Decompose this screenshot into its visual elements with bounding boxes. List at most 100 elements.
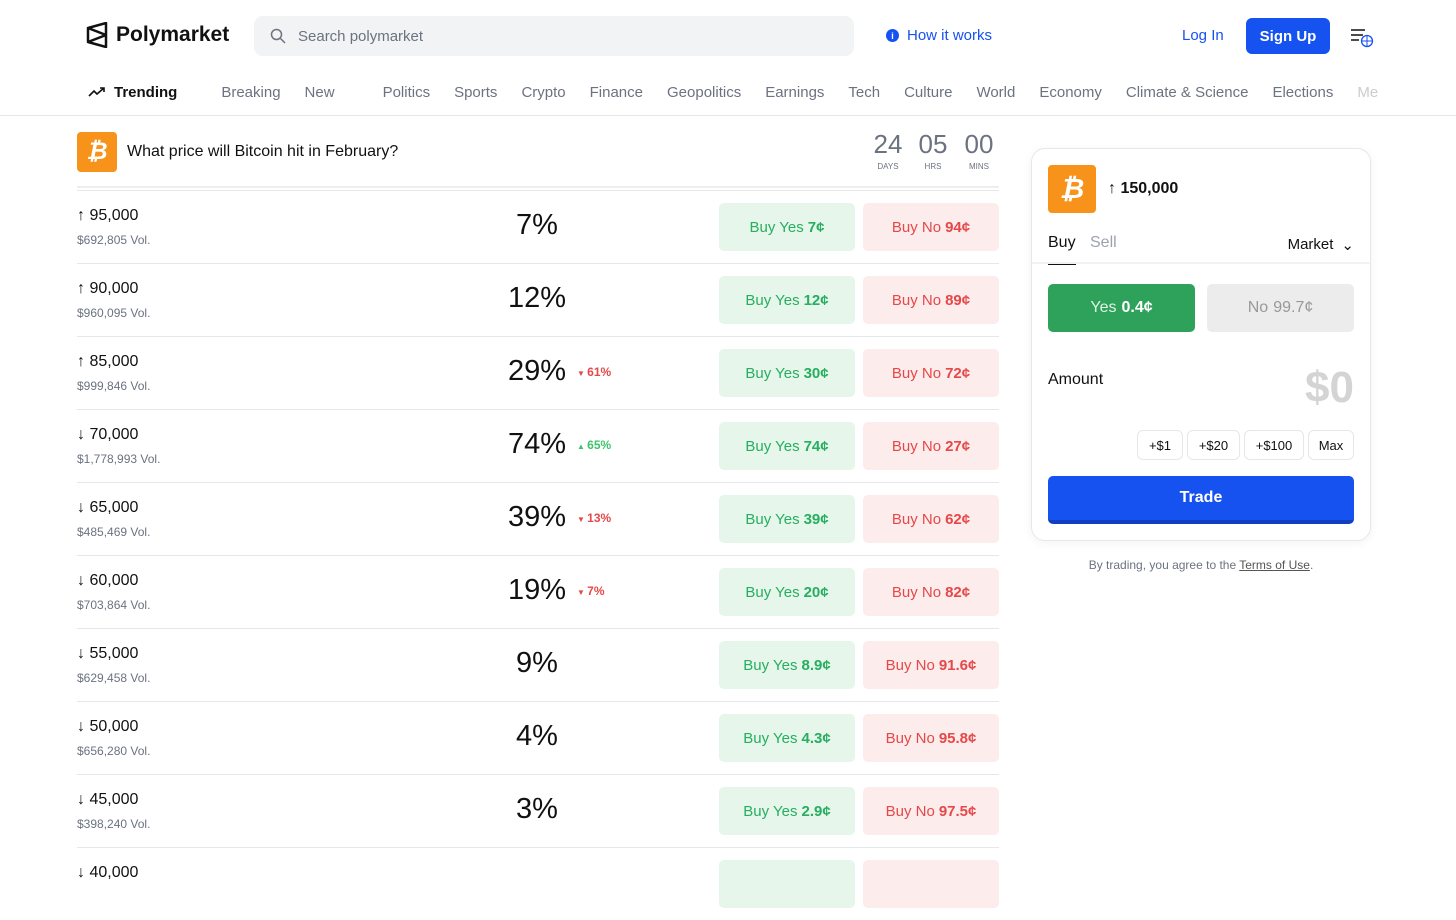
change-value: 7% — [587, 584, 605, 598]
yes-outcome-button[interactable]: Yes 0.4¢ — [1048, 284, 1195, 332]
countdown-days: 24 DAYS — [870, 130, 906, 171]
nav-item-elections[interactable]: Elections — [1272, 83, 1334, 101]
outcome-row: ↓ 45,000 $398,240 Vol. 3% Buy Yes 2.9¢ Buy No… — [77, 774, 999, 847]
buy-yes-price: 8.9¢ — [801, 656, 831, 674]
outcome-label: ↓ 45,000 — [77, 791, 138, 809]
buy-no-price: 89¢ — [945, 291, 971, 309]
outcome-label: ↓ 50,000 — [77, 718, 138, 736]
outcome-row: ↓ 50,000 $656,280 Vol. 4% Buy Yes 4.3¢ Buy No… — [77, 701, 999, 774]
buy-yes-button[interactable] — [719, 860, 855, 908]
nav-item-tech[interactable]: Tech — [848, 83, 881, 101]
countdown-value: 24 — [873, 129, 903, 159]
change-value: 61% — [587, 365, 612, 379]
outcome-row: ↓ 65,000 $485,469 Vol. 39% ▼ 13% Buy Yes 39¢ B… — [77, 482, 999, 555]
buy-yes-button[interactable]: Buy Yes 4.3¢ — [719, 714, 855, 762]
outcome-label: ↑ 90,000 — [77, 280, 138, 298]
nav-item-finance[interactable]: Finance — [589, 83, 643, 101]
selected-outcome: ↑ 150,000 — [1108, 180, 1179, 197]
bitcoin-icon: ₿ — [77, 132, 117, 172]
order-type-dropdown[interactable]: Market ⌄ — [1288, 236, 1354, 254]
buy-yes-button[interactable]: Buy Yes 2.9¢ — [719, 787, 855, 835]
change-value: 65% — [587, 438, 612, 452]
probability-change: ▼ 13% — [577, 511, 611, 525]
add-20-button[interactable]: +$20 — [1187, 430, 1240, 460]
no-outcome-button[interactable]: No 99.7¢ — [1207, 284, 1354, 332]
tab-sell[interactable]: Sell — [1090, 234, 1117, 251]
nav-item-earnings[interactable]: Earnings — [765, 83, 825, 101]
buy-no-button[interactable]: Buy No 94¢ — [863, 203, 999, 251]
nav-item-climate-science[interactable]: Climate & Science — [1125, 83, 1249, 101]
header-divider — [0, 115, 1456, 116]
direction-arrow-icon: ↑ — [77, 207, 85, 224]
search-placeholder: Search polymarket — [298, 27, 424, 45]
outcome-price: 60,000 — [89, 572, 139, 589]
buy-no-label: Buy No — [885, 656, 935, 674]
yes-label: Yes — [1090, 299, 1117, 316]
nav-item-sports[interactable]: Sports — [454, 83, 498, 101]
outcome-row: ↑ 85,000 $999,846 Vol. 29% ▼ 61% Buy Yes 30¢ B… — [77, 336, 999, 409]
buy-yes-label: Buy Yes — [745, 510, 800, 528]
nav-item-new[interactable]: New — [304, 83, 335, 101]
buy-no-button[interactable]: Buy No 27¢ — [863, 422, 999, 470]
order-type-label: Market — [1287, 236, 1334, 253]
nav-item-trending[interactable]: Trending — [88, 84, 201, 101]
buy-yes-price: 2.9¢ — [801, 802, 831, 820]
outcome-price: 55,000 — [89, 645, 139, 662]
tab-divider — [1032, 262, 1370, 264]
nav-item-geopolitics[interactable]: Geopolitics — [667, 83, 742, 101]
probability-change: ▼ 61% — [577, 365, 611, 379]
outcome-row: ↓ 40,000 — [77, 847, 999, 920]
how-it-works-link[interactable]: i How it works — [886, 27, 992, 44]
buy-yes-button[interactable]: Buy Yes 8.9¢ — [719, 641, 855, 689]
outcome-price: 90,000 — [89, 280, 139, 297]
outcome-volume: $398,240 Vol. — [77, 817, 151, 831]
nav-item-breaking[interactable]: Breaking — [221, 83, 281, 101]
buy-no-label: Buy No — [891, 291, 942, 309]
outcome-price: 85,000 — [89, 353, 139, 370]
nav-item-culture[interactable]: Culture — [904, 83, 953, 101]
nav-item-crypto[interactable]: Crypto — [521, 83, 566, 101]
signup-button[interactable]: Sign Up — [1246, 18, 1330, 54]
buy-no-button[interactable]: Buy No 91.6¢ — [863, 641, 999, 689]
logo[interactable]: Polymarket — [86, 22, 229, 48]
buy-yes-price: 74¢ — [803, 437, 829, 455]
buy-no-button[interactable] — [863, 860, 999, 908]
buy-yes-price: 7¢ — [807, 218, 825, 236]
buy-no-button[interactable]: Buy No 89¢ — [863, 276, 999, 324]
countdown-unit: HRS — [924, 162, 942, 171]
buy-yes-button[interactable]: Buy Yes 7¢ — [719, 203, 855, 251]
menu-globe-icon[interactable] — [1350, 28, 1374, 48]
buy-no-label: Buy No — [885, 729, 935, 747]
buy-yes-button[interactable]: Buy Yes 39¢ — [719, 495, 855, 543]
terms-link[interactable]: Terms of Use — [1239, 558, 1310, 572]
buy-yes-button[interactable]: Buy Yes 30¢ — [719, 349, 855, 397]
buy-no-price: 97.5¢ — [938, 802, 977, 820]
outcome-label: ↓ 60,000 — [77, 572, 138, 590]
nav-item-economy[interactable]: Economy — [1039, 83, 1102, 101]
trade-button[interactable]: Trade — [1048, 476, 1354, 524]
countdown-mins: 00 MINS — [961, 130, 997, 171]
terms-notice: By trading, you agree to the Terms of Us… — [1031, 558, 1371, 572]
buy-no-button[interactable]: Buy No 97.5¢ — [863, 787, 999, 835]
buy-no-button[interactable]: Buy No 62¢ — [863, 495, 999, 543]
outcome-row: ↓ 60,000 $703,864 Vol. 19% ▼ 7% Buy Yes 20¢ Bu… — [77, 555, 999, 628]
buy-yes-button[interactable]: Buy Yes 12¢ — [719, 276, 855, 324]
nav-item-me[interactable]: Me — [1357, 83, 1378, 101]
add-1-button[interactable]: +$1 — [1137, 430, 1183, 460]
buy-no-price: 62¢ — [945, 510, 971, 528]
tab-buy[interactable]: Buy — [1048, 234, 1076, 265]
search-input[interactable]: Search polymarket — [254, 16, 854, 56]
buy-yes-price: 39¢ — [803, 510, 829, 528]
add-100-button[interactable]: +$100 — [1244, 430, 1304, 460]
buy-yes-button[interactable]: Buy Yes 20¢ — [719, 568, 855, 616]
amount-input[interactable]: $0 — [1305, 363, 1354, 412]
direction-arrow-icon: ↓ — [77, 572, 85, 589]
nav-item-politics[interactable]: Politics — [382, 83, 431, 101]
buy-no-button[interactable]: Buy No 72¢ — [863, 349, 999, 397]
login-button[interactable]: Log In — [1182, 27, 1224, 44]
nav-item-world[interactable]: World — [976, 83, 1016, 101]
buy-no-button[interactable]: Buy No 95.8¢ — [863, 714, 999, 762]
buy-yes-button[interactable]: Buy Yes 74¢ — [719, 422, 855, 470]
max-button[interactable]: Max — [1308, 430, 1354, 460]
buy-no-button[interactable]: Buy No 82¢ — [863, 568, 999, 616]
